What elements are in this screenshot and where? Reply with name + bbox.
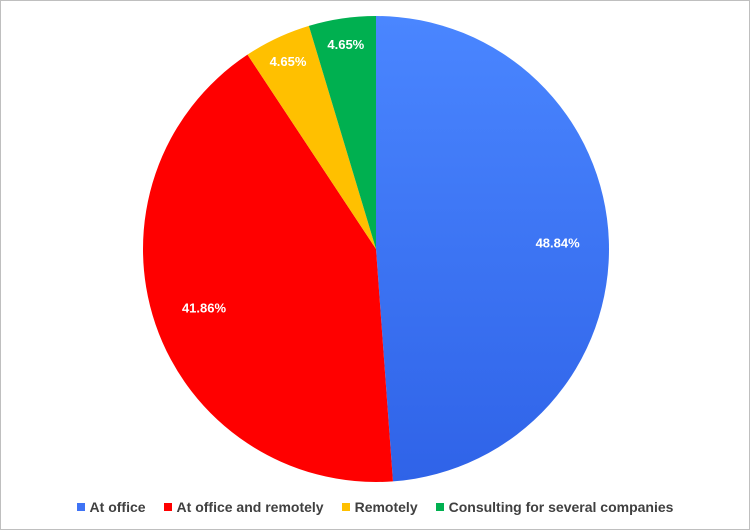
legend-label-remotely: Remotely (354, 499, 418, 515)
pie-slice-at-office-and-remotely (142, 54, 393, 482)
data-label-consulting: 4.65% (327, 37, 364, 52)
pie-slice-remotely (247, 25, 376, 249)
pie-chart: 48.84% 41.86% 4.65% 4.65% (142, 16, 610, 482)
legend-label-at-office: At office (89, 499, 146, 515)
pie-slice-consulting (308, 16, 376, 249)
data-label-at-office: 48.84% (536, 235, 581, 250)
legend-item-at-office: At office (76, 499, 146, 515)
legend-item-consulting: Consulting for several companies (435, 499, 674, 515)
legend-item-remotely: Remotely (341, 499, 418, 515)
legend-swatch-at-office-and-remotely (163, 503, 172, 511)
legend-swatch-consulting (435, 503, 444, 511)
legend: At office At office and remotely Remotel… (1, 499, 749, 515)
pie-slice-at-office (376, 16, 610, 482)
data-label-remotely: 4.65% (270, 54, 307, 69)
pie-data-labels: 48.84% 41.86% 4.65% 4.65% (182, 37, 580, 316)
legend-swatch-remotely (341, 503, 350, 511)
legend-swatch-at-office (76, 503, 85, 511)
data-label-at-office-and-remotely: 41.86% (182, 301, 227, 316)
legend-item-at-office-and-remotely: At office and remotely (163, 499, 324, 515)
legend-label-at-office-and-remotely: At office and remotely (176, 499, 324, 515)
legend-label-consulting: Consulting for several companies (448, 499, 674, 515)
pie-slices (142, 16, 610, 482)
